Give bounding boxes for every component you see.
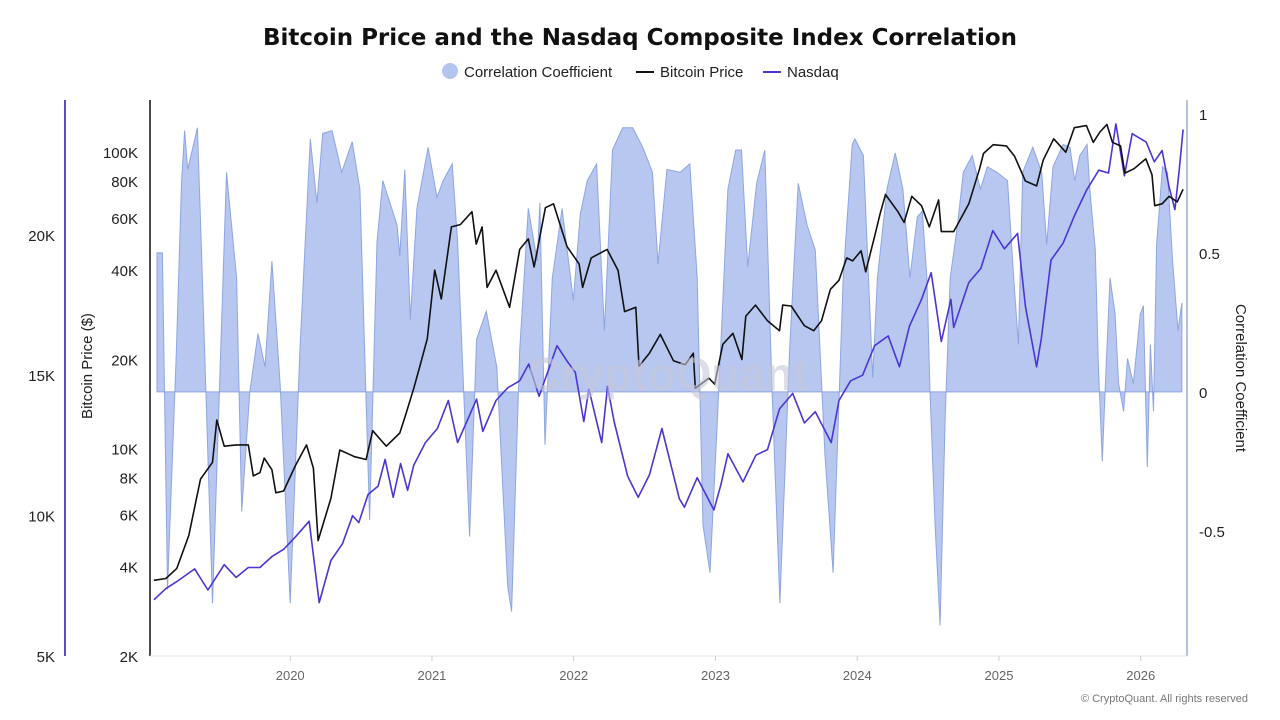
nasdaq-axis-ticks: 5K 10K 15K 20K <box>28 228 55 666</box>
correlation-axis-title: Correlation Coefficient <box>1232 304 1249 453</box>
legend-label-nasdaq: Nasdaq <box>787 64 839 81</box>
legend-item-correlation[interactable]: Correlation Coefficient <box>442 63 613 81</box>
legend-label-bitcoin: Bitcoin Price <box>660 64 743 81</box>
correlation-tick-label: -0.5 <box>1199 524 1225 541</box>
legend-item-bitcoin[interactable]: Bitcoin Price <box>636 64 743 81</box>
legend: Correlation Coefficient Bitcoin Price Na… <box>442 63 839 81</box>
chart-title: Bitcoin Price and the Nasdaq Composite I… <box>263 25 1017 51</box>
bitcoin-axis-title: Bitcoin Price ($) <box>79 313 96 419</box>
nasdaq-line <box>153 123 1184 604</box>
legend-item-nasdaq[interactable]: Nasdaq <box>763 64 839 81</box>
bitcoin-tick-label: 6K <box>120 508 138 525</box>
correlation-tick-label: 0.5 <box>1199 246 1220 263</box>
bitcoin-tick-label: 40K <box>111 263 138 280</box>
bitcoin-tick-label: 100K <box>103 145 138 162</box>
nasdaq-tick-label: 10K <box>28 509 55 526</box>
x-tick-label: 2020 <box>276 668 305 683</box>
correlation-tick-label: 1 <box>1199 107 1207 124</box>
plot-area <box>153 123 1184 626</box>
bitcoin-tick-label: 10K <box>111 442 138 459</box>
x-tick-label: 2026 <box>1126 668 1155 683</box>
bitcoin-price-line <box>153 123 1184 582</box>
x-tick-label: 2025 <box>985 668 1014 683</box>
bitcoin-tick-label: 60K <box>111 211 138 228</box>
nasdaq-tick-label: 15K <box>28 368 55 385</box>
correlation-area <box>156 127 1183 626</box>
bitcoin-tick-label: 2K <box>120 649 138 666</box>
correlation-tick-label: 0 <box>1199 385 1207 402</box>
bitcoin-tick-label: 80K <box>111 174 138 191</box>
bitcoin-tick-label: 4K <box>120 560 138 577</box>
x-tick-label: 2021 <box>417 668 446 683</box>
bitcoin-tick-label: 20K <box>111 352 138 369</box>
copyright-notice: © CryptoQuant. All rights reserved <box>1081 693 1248 705</box>
correlation-axis-ticks: -0.5 0 0.5 1 <box>1199 107 1225 541</box>
legend-label-correlation: Correlation Coefficient <box>464 64 613 81</box>
legend-marker-correlation <box>442 63 458 79</box>
nasdaq-tick-label: 5K <box>37 649 55 666</box>
x-axis-ticks: 2020 2021 2022 2023 2024 2025 2026 <box>276 656 1155 683</box>
bitcoin-axis-ticks: 2K 4K 6K 8K 10K 20K 40K 60K 80K 100K <box>103 145 138 666</box>
x-tick-label: 2024 <box>843 668 872 683</box>
x-tick-label: 2022 <box>559 668 588 683</box>
x-tick-label: 2023 <box>701 668 730 683</box>
nasdaq-tick-label: 20K <box>28 228 55 245</box>
bitcoin-tick-label: 8K <box>120 470 138 487</box>
